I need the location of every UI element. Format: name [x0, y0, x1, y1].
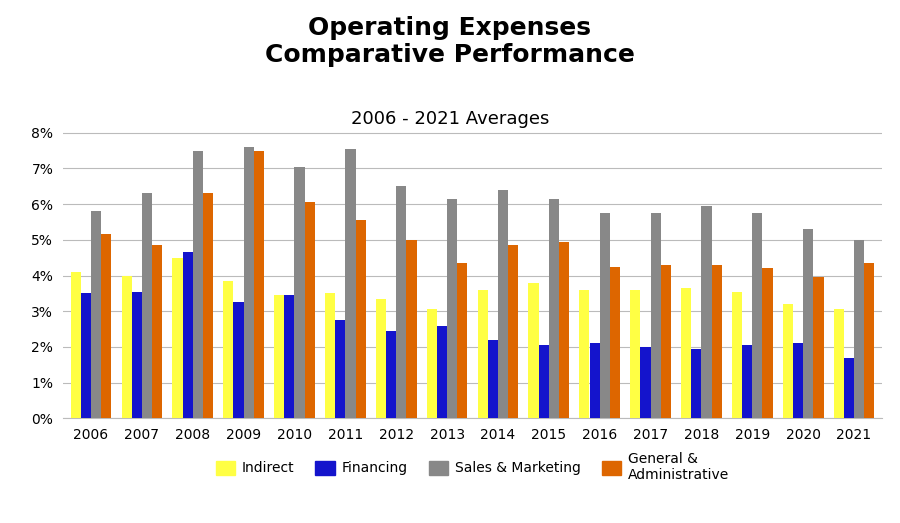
Bar: [762, 268, 772, 418]
Bar: [793, 344, 803, 418]
Bar: [844, 358, 854, 418]
Bar: [498, 190, 508, 418]
Bar: [814, 277, 824, 418]
Bar: [864, 263, 875, 418]
Bar: [101, 234, 112, 418]
Bar: [233, 302, 244, 418]
Bar: [325, 293, 335, 418]
Bar: [183, 252, 193, 418]
Bar: [691, 349, 701, 418]
Bar: [783, 304, 793, 418]
Bar: [854, 240, 864, 418]
Bar: [651, 213, 661, 418]
Bar: [701, 206, 712, 418]
Bar: [284, 295, 294, 418]
Bar: [396, 186, 407, 418]
Bar: [833, 310, 844, 418]
Bar: [274, 295, 284, 418]
Bar: [254, 151, 264, 418]
Bar: [304, 202, 315, 418]
Bar: [81, 293, 91, 418]
Bar: [356, 220, 365, 418]
Bar: [559, 242, 569, 418]
Bar: [681, 288, 691, 418]
Bar: [152, 245, 162, 418]
Bar: [193, 151, 202, 418]
Bar: [732, 292, 742, 418]
Text: Operating Expenses
Comparative Performance: Operating Expenses Comparative Performan…: [266, 16, 634, 66]
Bar: [447, 199, 457, 418]
Bar: [488, 340, 498, 418]
Bar: [122, 276, 131, 418]
Bar: [173, 258, 183, 418]
Bar: [346, 149, 356, 418]
Bar: [549, 199, 559, 418]
Bar: [528, 282, 538, 418]
Bar: [202, 194, 213, 418]
Bar: [91, 211, 101, 418]
Bar: [508, 245, 518, 418]
Bar: [131, 292, 142, 418]
Bar: [436, 325, 447, 418]
Bar: [376, 299, 386, 418]
Bar: [294, 167, 304, 418]
Bar: [223, 281, 233, 418]
Bar: [386, 331, 396, 418]
Legend: Indirect, Financing, Sales & Marketing, General &
Administrative: Indirect, Financing, Sales & Marketing, …: [210, 446, 735, 487]
Bar: [538, 345, 549, 418]
Bar: [142, 194, 152, 418]
Bar: [661, 265, 670, 418]
Bar: [590, 344, 599, 418]
Text: 2006 - 2021 Averages: 2006 - 2021 Averages: [351, 110, 549, 128]
Bar: [599, 213, 610, 418]
Bar: [803, 229, 814, 418]
Bar: [427, 310, 436, 418]
Bar: [244, 147, 254, 418]
Bar: [335, 320, 346, 418]
Bar: [478, 290, 488, 418]
Bar: [407, 240, 417, 418]
Bar: [630, 290, 641, 418]
Bar: [457, 263, 467, 418]
Bar: [742, 345, 752, 418]
Bar: [610, 267, 620, 418]
Bar: [70, 272, 81, 418]
Bar: [580, 290, 590, 418]
Bar: [712, 265, 722, 418]
Bar: [752, 213, 762, 418]
Bar: [641, 347, 651, 418]
